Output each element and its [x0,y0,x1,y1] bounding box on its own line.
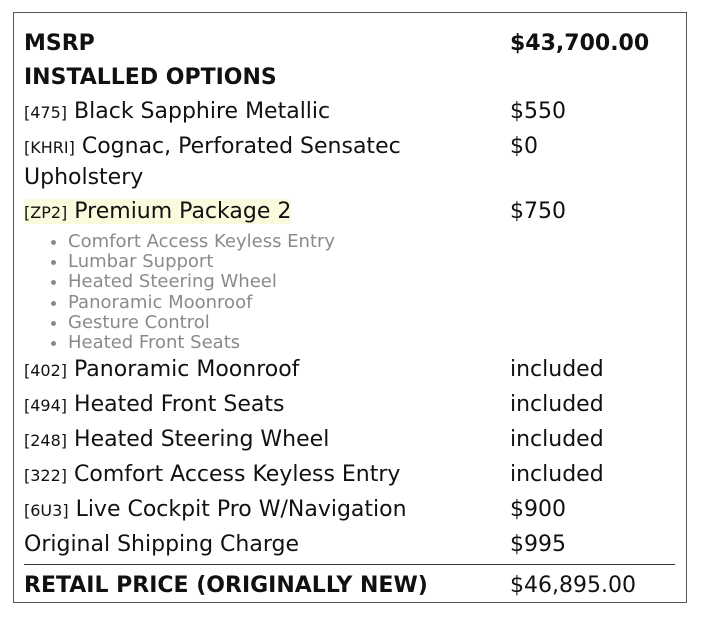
msrp-value: $43,700.00 [510,31,650,56]
option-row: [402] Panoramic Moonroof included [24,353,675,388]
option-code: [402] [24,361,68,381]
total-value: $46,895.00 [510,573,636,599]
option-code: [322] [24,466,68,486]
option-price: included [510,427,604,453]
option-row: [6U3] Live Cockpit Pro W/Navigation $900 [24,493,675,528]
option-row: [322] Comfort Access Keyless Entry inclu… [24,458,675,493]
option-code: [KHRI] [24,138,75,157]
window-sticker-box: MSRP $43,700.00 INSTALLED OPTIONS [475] … [13,12,687,603]
package-item: Lumbar Support [68,252,675,272]
total-row: RETAIL PRICE (ORIGINALLY NEW) $46,895.00 [24,564,675,603]
option-code: [248] [24,431,68,451]
msrp-row: MSRP $43,700.00 [24,27,675,61]
package-item: Gesture Control [68,312,675,333]
option-name: Cognac, Perforated Sensatec Upholstery [24,134,401,190]
package-items-list: Comfort Access Keyless Entry Lumbar Supp… [24,231,675,353]
option-price: $900 [510,497,566,523]
option-row: [KHRI] Cognac, Perforated Sensatec Uphol… [24,130,675,195]
option-price: $0 [510,134,538,159]
package-item: Heated Front Seats [68,332,675,353]
option-name: Live Cockpit Pro W/Navigation [75,497,407,523]
total-label: RETAIL PRICE (ORIGINALLY NEW) [24,573,428,599]
msrp-label: MSRP [24,31,95,56]
option-name: Heated Steering Wheel [74,427,330,453]
option-price: included [510,357,604,383]
shipping-label: Original Shipping Charge [24,532,299,558]
option-code: [6U3] [24,501,69,521]
installed-options-heading: INSTALLED OPTIONS [24,65,277,90]
option-name: Heated Front Seats [74,392,285,418]
shipping-row: Original Shipping Charge $995 [24,528,675,562]
option-name: Comfort Access Keyless Entry [74,462,401,488]
package-row: [ZP2] Premium Package 2 $750 [24,195,675,230]
option-code: [494] [24,396,68,416]
shipping-value: $995 [510,532,566,558]
package-price: $750 [510,199,566,224]
option-price: $550 [510,99,566,124]
package-code: [ZP2] [24,203,68,222]
package-item: Panoramic Moonroof [68,292,675,313]
package-item: Comfort Access Keyless Entry [68,231,675,252]
option-code: [475] [24,103,68,122]
option-name: Panoramic Moonroof [74,357,300,383]
option-price: included [510,392,604,418]
package-item: Heated Steering Wheel [68,272,675,292]
option-price: included [510,462,604,488]
option-row: [494] Heated Front Seats included [24,388,675,423]
option-name: Black Sapphire Metallic [74,99,331,124]
option-row: [248] Heated Steering Wheel included [24,423,675,458]
package-name: Premium Package 2 [74,199,292,224]
option-row: [475] Black Sapphire Metallic $550 [24,95,675,130]
